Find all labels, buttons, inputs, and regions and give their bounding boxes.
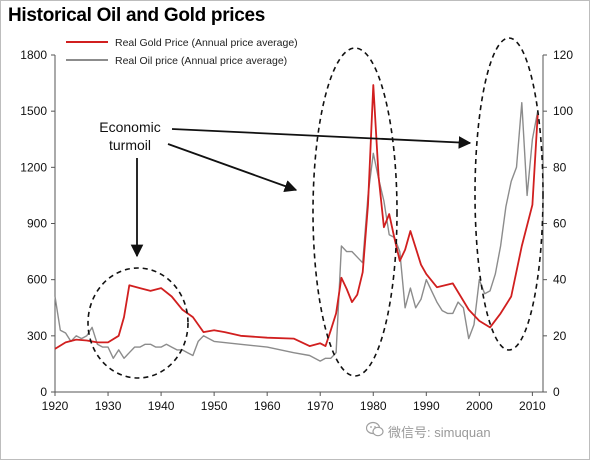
arrow-to-2008 bbox=[171, 128, 472, 149]
y-left-tick-label: 0 bbox=[40, 385, 47, 399]
x-tick-label: 1940 bbox=[148, 399, 175, 413]
y-left-tick-label: 600 bbox=[27, 273, 47, 287]
y-right-tick-label: 20 bbox=[553, 329, 567, 343]
legend-gold-label: Real Gold Price (Annual price average) bbox=[115, 37, 298, 49]
turmoil-ellipse-1980 bbox=[312, 47, 398, 377]
x-tick-label: 1970 bbox=[307, 399, 334, 413]
x-tick-label: 1960 bbox=[254, 399, 281, 413]
x-tick-label: 1920 bbox=[42, 399, 69, 413]
gold-price-line bbox=[54, 84, 539, 350]
y-right-tick-label: 80 bbox=[553, 160, 567, 174]
turmoil-ellipse-1930s bbox=[87, 267, 189, 379]
y-right-tick-label: 100 bbox=[553, 104, 573, 118]
x-tick-label: 1930 bbox=[95, 399, 122, 413]
x-tick-label: 2000 bbox=[466, 399, 493, 413]
x-tick-label: 2010 bbox=[519, 399, 546, 413]
watermark-text: 微信号: simuquan bbox=[388, 425, 491, 440]
x-tick-label: 1980 bbox=[360, 399, 387, 413]
y-left-tick-label: 300 bbox=[27, 329, 47, 343]
y-right-tick-label: 120 bbox=[553, 48, 573, 62]
annotation-text-line1: Economic bbox=[99, 119, 160, 135]
x-tick-label: 1990 bbox=[413, 399, 440, 413]
arrow-to-1980 bbox=[167, 143, 298, 193]
y-left-tick-label: 900 bbox=[27, 217, 47, 231]
y-left-tick-label: 1500 bbox=[20, 104, 47, 118]
y-right-tick-label: 0 bbox=[553, 385, 560, 399]
chart-legend: Real Gold Price (Annual price average) Re… bbox=[66, 37, 298, 67]
y-right-tick-label: 40 bbox=[553, 273, 567, 287]
y-right-tick-label: 60 bbox=[553, 217, 567, 231]
chart-axes: 0 300 600 900 1200 1500 1800 0 20 40 60 80 100 120 192… bbox=[20, 48, 573, 413]
turmoil-ellipse-2008 bbox=[474, 37, 544, 351]
x-tick-label: 1950 bbox=[201, 399, 228, 413]
wechat-icon bbox=[366, 421, 384, 437]
chart-title: Historical Oil and Gold prices bbox=[8, 5, 266, 26]
annotation-text-line2: turmoil bbox=[109, 137, 151, 153]
chart-annotations: Economic turmoil bbox=[87, 37, 544, 379]
chart-plot-area bbox=[54, 84, 539, 362]
y-left-tick-label: 1200 bbox=[20, 160, 47, 174]
y-left-tick-label: 1800 bbox=[20, 48, 47, 62]
legend-oil-label: Real Oil price (Annual price average) bbox=[115, 55, 287, 67]
